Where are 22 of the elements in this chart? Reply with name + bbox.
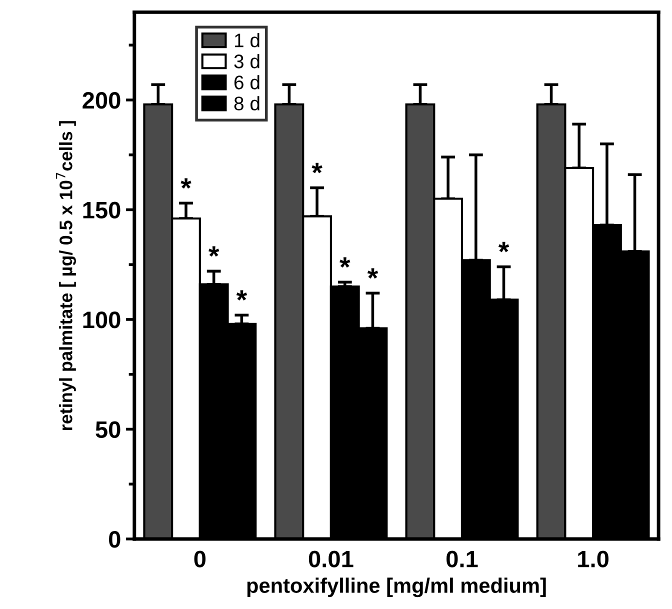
- annotation: *: [208, 246, 220, 257]
- y-tick-label: 50: [96, 421, 120, 438]
- x-tick-label: 1.0: [578, 550, 608, 568]
- x-axis-title: pentoxifylline [mg/ml medium]: [247, 578, 546, 598]
- annotation: *: [312, 162, 322, 174]
- annotation: *: [367, 268, 378, 279]
- y-tick-label: 200: [82, 92, 120, 109]
- legend-label: 6 d: [234, 75, 260, 90]
- y-axis-title: retinyl palmitate [ µg/ 0.5 x 10$^{7}$cells ]: [56, 121, 76, 430]
- y-tick-label: 150: [83, 202, 120, 219]
- annotation: *: [498, 242, 510, 252]
- x-tick-label: 0.1: [446, 550, 478, 568]
- legend-label: 3 d: [234, 54, 260, 68]
- x-tick-label: 0: [194, 550, 206, 568]
- x-tick-label: 0.01: [308, 550, 354, 568]
- legend-label: 1 d: [234, 33, 260, 48]
- y-tick-label: 100: [83, 312, 120, 328]
- annotation: *: [236, 290, 248, 301]
- y-tick-label: 0: [109, 531, 120, 548]
- legend-label: 8 d: [234, 96, 260, 110]
- annotation: *: [180, 178, 192, 189]
- annotation: *: [340, 257, 350, 268]
